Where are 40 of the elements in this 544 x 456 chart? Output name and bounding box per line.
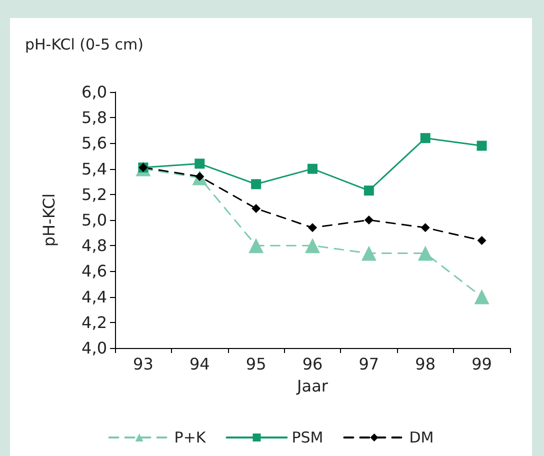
point (420, 133, 430, 144)
x-tick-label: 95 (246, 354, 266, 374)
x-tick-label: 94 (189, 354, 210, 374)
point (252, 204, 261, 213)
x-tick-label: 96 (302, 354, 323, 374)
point (364, 216, 374, 224)
x-tick-label: 98 (415, 354, 436, 374)
x-tick-label: 99 (472, 354, 492, 374)
legend-label: PSM (292, 428, 324, 446)
y-tick-label: 5,6 (82, 134, 107, 153)
point (418, 246, 433, 261)
point (305, 238, 320, 254)
point (308, 164, 318, 174)
y-tick-label: 4,0 (82, 338, 107, 358)
point (477, 236, 486, 245)
y-axis-title: pH-KCl (40, 193, 58, 247)
y-tick-label: 4,4 (82, 287, 107, 306)
point (248, 238, 264, 254)
y-tick-label: 4,6 (82, 262, 107, 281)
y-tick-label: 4,2 (82, 312, 107, 332)
legend-label: P+K (174, 428, 207, 446)
x-axis-title: Jaar (296, 376, 328, 396)
point (308, 223, 317, 232)
y-tick-label: 5,4 (82, 159, 107, 178)
legend-label: DM (409, 428, 434, 446)
point (476, 140, 487, 151)
y-tick-label: 6,0 (82, 82, 107, 102)
point (194, 158, 205, 169)
point (251, 179, 262, 190)
y-tick-label: 5,0 (82, 210, 107, 230)
chart-title: pH-KCl (0-5 cm) (25, 36, 144, 54)
point (474, 289, 490, 304)
x-tick-label: 97 (358, 354, 380, 374)
x-tick-label: 93 (133, 354, 154, 374)
point (361, 246, 376, 261)
point (420, 223, 430, 232)
y-tick-label: 5,8 (82, 108, 107, 128)
y-tick-label: 5,2 (82, 184, 107, 204)
point (364, 186, 374, 196)
y-tick-label: 4,8 (82, 236, 107, 256)
